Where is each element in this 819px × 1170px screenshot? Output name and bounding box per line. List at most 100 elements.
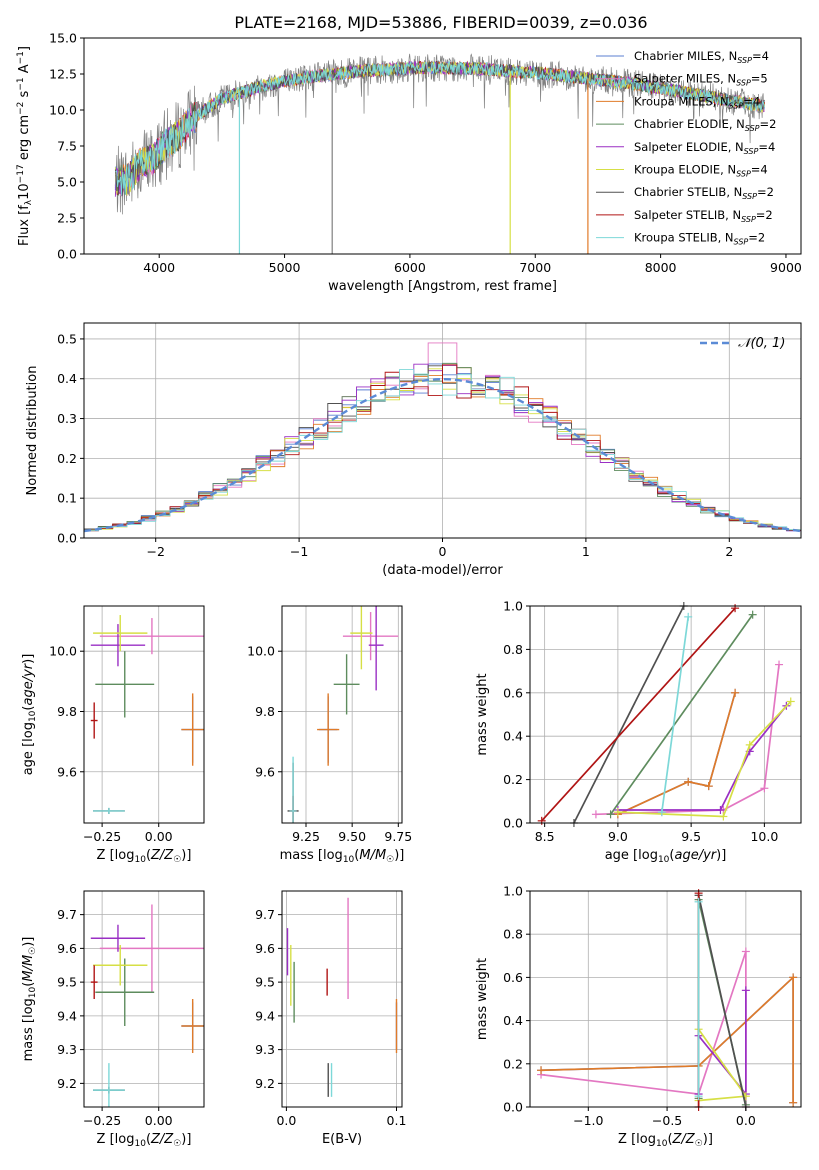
x-tick-label: −0.25 (83, 1113, 121, 1128)
label-part: =4 (752, 49, 769, 63)
label-part: s (17, 90, 32, 101)
errorbar-point (333, 654, 360, 715)
label-part: Salpeter ELODIE, N (634, 140, 744, 154)
legend-label: 𝒩(0, 1) (738, 336, 785, 351)
age-vs-Z-panel: −0.25 0.009.69.810.0Z [log10(Z/Z☉)]age [l… (21, 605, 205, 865)
x-tick-label: 0.0 (736, 1113, 756, 1128)
errorbar-plot (90, 904, 204, 1107)
y-tick-label: 0.1 (57, 491, 77, 506)
y-tick-label: 9.2 (57, 1076, 77, 1091)
x-tick-label: 10.0 (750, 829, 778, 844)
x-axis-label: wavelength [Angstrom, rest frame] (328, 279, 557, 294)
x-tick-label: 7000 (519, 260, 551, 275)
errorbar-point (93, 945, 148, 986)
errorbar-point (93, 1063, 125, 1107)
label-part: =2 (756, 208, 773, 222)
axes-frame (83, 605, 205, 824)
label-part: Chabrier ELODIE, N (634, 117, 745, 131)
x-tick-label: 0.00 (145, 829, 173, 844)
label-part: )] (394, 848, 404, 863)
y-tick-label: 0.6 (503, 970, 523, 985)
label-part: SSP (736, 170, 751, 179)
x-axis-label: Z [log10(Z/Z☉)] (97, 848, 192, 865)
label-part: SSP (736, 79, 751, 88)
label-part: 10 (17, 183, 32, 200)
x-tick-label: 9000 (770, 260, 802, 275)
label-part: =5 (751, 72, 768, 86)
legend-label: Chabrier ELODIE, NSSP=2 (634, 117, 776, 133)
weight-plot (537, 602, 795, 827)
y-tick-label: 9.6 (57, 941, 77, 956)
label-part: ( (21, 706, 36, 711)
x-tick-label: −1 (290, 544, 308, 559)
label-part: )] (181, 1132, 191, 1147)
label-part: =4 (743, 94, 760, 108)
x-tick-label: −0.25 (83, 829, 121, 844)
y-tick-label: 0.5 (57, 331, 77, 346)
legend-label: Kroupa STELIB, NSSP=2 (634, 231, 765, 247)
x-axis-label: (data-model)/error (382, 563, 503, 578)
y-tick-label: 0.0 (57, 531, 77, 546)
y-tick-label: 9.8 (255, 704, 275, 719)
x-tick-label: −2 (146, 544, 164, 559)
grid (84, 606, 204, 823)
x-tick-label: 4000 (143, 260, 175, 275)
label-part: λ (24, 199, 34, 205)
mass-vs-EBV-panel: 0.0 0.1 9.2 9.3 9.4 9.5 9.6 9.7 E(B-V) (255, 890, 407, 1147)
label-part: 10 (658, 855, 670, 865)
axes-frame (281, 890, 403, 1108)
label-part: Z/Z (150, 1132, 174, 1147)
label-part: SSP (741, 215, 756, 224)
x-tick-label: 9.25 (292, 829, 320, 844)
figure-title: PLATE=2168, MJD=53886, FIBERID=0039, z=0… (234, 13, 647, 32)
y-tick-label: 9.2 (255, 1076, 275, 1091)
label-part: SSP (729, 101, 744, 110)
y-tick-label: 10.0 (49, 103, 77, 118)
label-part: ☉ (28, 947, 38, 955)
label-part: =2 (748, 231, 765, 245)
label-part: Kroupa STELIB, N (634, 231, 734, 245)
label-part: ( (354, 848, 359, 863)
x-axis-label: Z [log10(Z/Z☉)] (618, 1132, 713, 1149)
legend-label: Salpeter ELODIE, NSSP=4 (634, 140, 775, 156)
y-tick-label: 1.0 (503, 884, 523, 899)
weight-line-chabrier-stelib (573, 605, 685, 824)
errorbar-plot (287, 606, 399, 823)
errorbar-point (289, 756, 297, 823)
errorbar-plot (90, 615, 204, 814)
y-tick-label: 9.5 (255, 975, 275, 990)
label-part: −2 (16, 102, 26, 115)
errorbar-point (95, 958, 155, 1026)
label-part: 10 (134, 855, 146, 865)
grid (282, 606, 402, 823)
legend-label: Kroupa MILES, NSSP=4 (634, 94, 760, 110)
x-tick-label: −1.0 (573, 1113, 603, 1128)
label-part: SSP (737, 56, 752, 65)
label-part: M/M (21, 955, 36, 982)
label-part: =2 (757, 185, 774, 199)
errorbar-point (93, 615, 148, 652)
y-tick-label: 0.0 (503, 816, 523, 831)
y-tick-label: 9.7 (255, 907, 275, 922)
x-tick-label: 0.00 (145, 1113, 173, 1128)
weight-line-salpeter-stelib (541, 607, 736, 822)
y-tick-label: 0.2 (503, 772, 523, 787)
grid (84, 891, 204, 1107)
panels: 4000 5000 6000 7000 8000 90000.02.55.07.510.0… (16, 31, 802, 1150)
label-part: )] (716, 848, 726, 863)
weight-line-salpeter-elodie (617, 705, 788, 811)
x-tick-label: 9.75 (384, 829, 412, 844)
x-tick-label: 0.1 (387, 1113, 407, 1128)
label-part: =4 (751, 163, 768, 177)
x-tick-label: 6000 (394, 260, 426, 275)
x-tick-label: 8.5 (535, 829, 555, 844)
y-tick-label: 12.5 (49, 67, 77, 82)
label-part: ] (17, 46, 32, 51)
x-tick-label: 2 (725, 544, 733, 559)
label-part: Salpeter MILES, N (634, 72, 736, 86)
x-axis-label: Z [log10(Z/Z☉)] (97, 1132, 192, 1149)
label-part: age/yr (674, 848, 717, 863)
label-part: SSP (745, 124, 760, 133)
label-part: Salpeter STELIB, N (634, 208, 741, 222)
